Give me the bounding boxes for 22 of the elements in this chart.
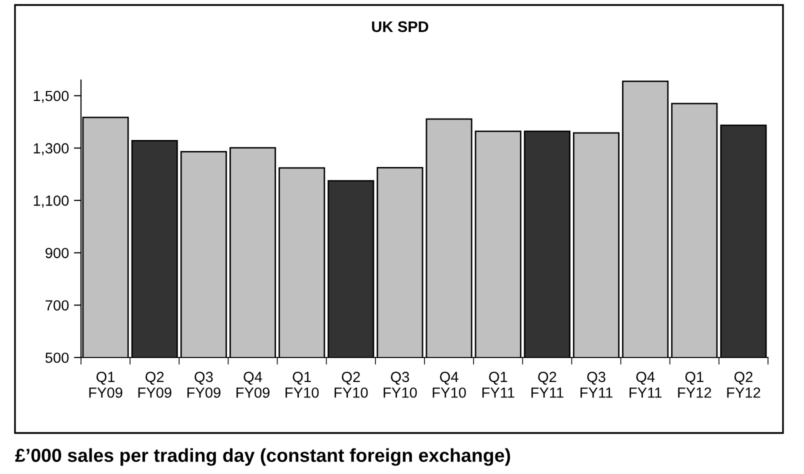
x-tick-label: Q4 FY11: [630, 372, 662, 398]
x-tick-label: Q1 FY12: [678, 372, 712, 398]
x-tick-label: Q3 FY10: [384, 372, 417, 398]
y-tick-label: 1,100: [34, 196, 69, 208]
text: £’000 sales per trading day (constant foreign exchange): [15, 448, 510, 466]
y-tick-label: 1,300: [34, 143, 69, 156]
y-tick-label: 500: [45, 352, 69, 363]
x-tick-label: Q1 FY09: [89, 372, 122, 398]
x-tick-label: Q2 FY09: [138, 372, 172, 398]
y-tick-label: 900: [46, 248, 69, 258]
x-tick-label: Q4 FY09: [236, 372, 270, 398]
y-tick-label: 700: [46, 300, 69, 311]
x-tick-label: Q1 FY10: [286, 372, 319, 398]
x-tick-label: Q3 FY09: [187, 372, 220, 398]
x-tick-label: Q2 FY12: [727, 372, 760, 398]
x-tick-label: Q1 FY11: [482, 372, 514, 398]
x-tick-label: Q2 FY11: [531, 372, 564, 398]
chart-title: UK SPD: [372, 21, 428, 32]
x-tick-label: Q2 FY10: [334, 372, 368, 398]
y-tick-label: 1,500: [34, 90, 69, 103]
x-tick-label: Q3 FY11: [580, 372, 612, 398]
x-tick-label: Q4 FY10: [432, 372, 466, 398]
